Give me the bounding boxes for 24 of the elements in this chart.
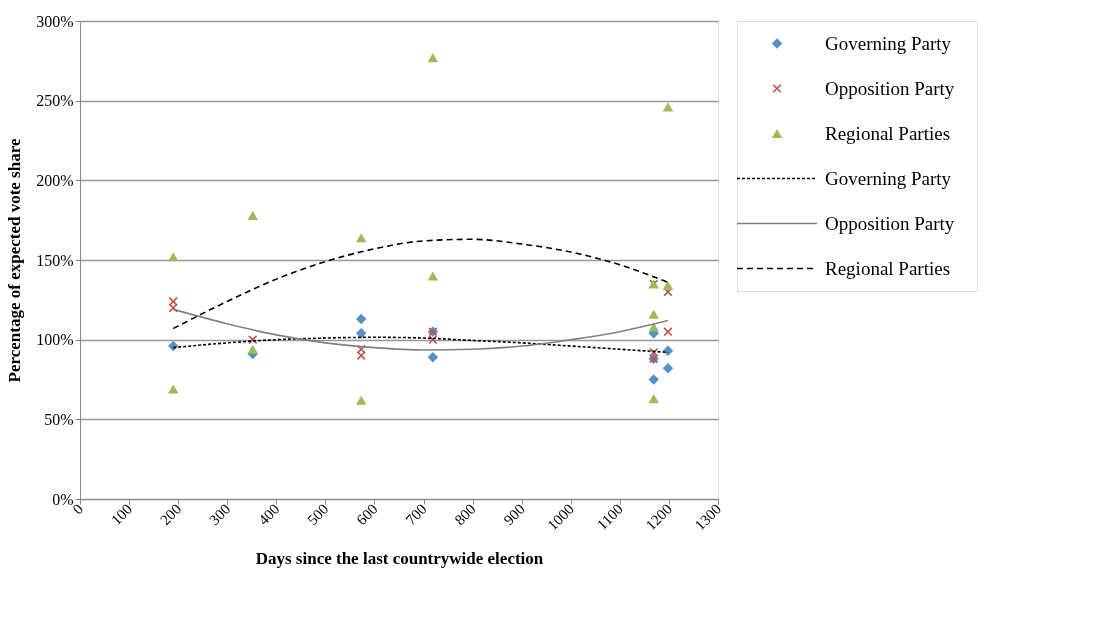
y-tick-label: 0% — [52, 490, 74, 508]
legend-label: Governing Party — [825, 167, 952, 189]
y-tick-label: 150% — [36, 251, 74, 269]
y-tick-label: 250% — [36, 92, 74, 110]
y-axis-title: Percentage of expected vote share — [5, 138, 25, 383]
x-axis-title: Days since the last countrywide election — [255, 549, 544, 569]
x-tick-label: 300 — [206, 500, 234, 529]
x-tick-label: 100 — [108, 500, 136, 529]
y-tick-label: 100% — [36, 331, 74, 349]
legend-label: Opposition Party — [825, 77, 955, 99]
y-tick-label: 200% — [36, 171, 74, 189]
legend-label: Regional Parties — [825, 122, 951, 144]
legend-label: Opposition Party — [825, 212, 955, 234]
x-tick-label: 200 — [157, 500, 185, 529]
y-tick-label: 300% — [36, 12, 74, 30]
legend-label: Regional Parties — [825, 257, 951, 279]
x-tick-label: 500 — [304, 500, 332, 529]
y-tick-label: 50% — [44, 410, 74, 428]
x-tick-label: 800 — [451, 500, 479, 529]
x-tick-label: 400 — [255, 500, 283, 529]
x-tick-label: 900 — [500, 500, 528, 529]
x-tick-label: 700 — [402, 500, 430, 529]
legend-label: Governing Party — [825, 32, 952, 54]
x-tick-label: 600 — [353, 500, 381, 529]
